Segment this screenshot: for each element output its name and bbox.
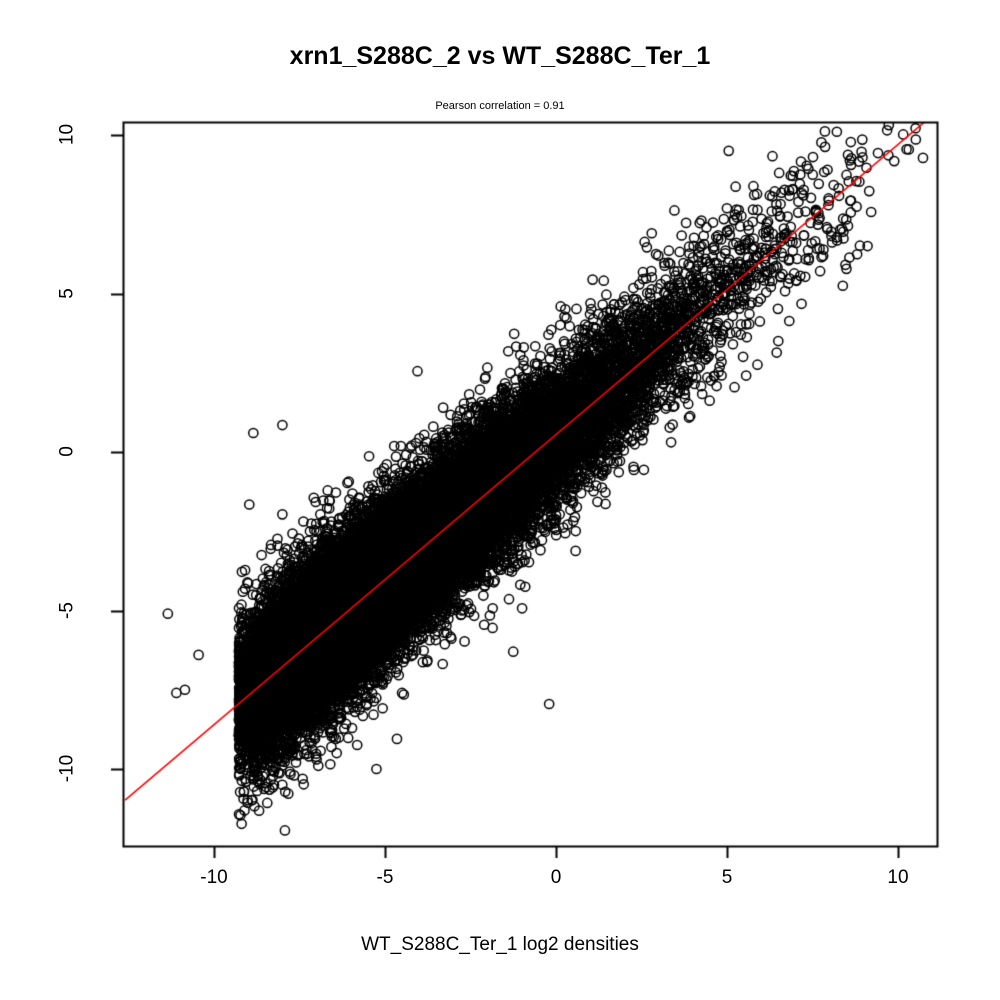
x-tick-label: -5 xyxy=(376,867,394,888)
x-tick-label: -10 xyxy=(200,867,228,888)
x-axis-title: WT_S288C_Ter_1 log2 densities xyxy=(361,934,639,955)
y-tick-label: -10 xyxy=(56,754,78,783)
pearson-correlation-label: Pearson correlation = 0.91 xyxy=(435,100,565,112)
x-tick-label: 5 xyxy=(721,867,733,888)
y-tick-label: -5 xyxy=(56,601,78,619)
y-tick-label: 0 xyxy=(56,446,78,457)
x-tick-label: 10 xyxy=(887,867,909,888)
x-tick-label: 0 xyxy=(550,867,562,888)
y-tick-label: 5 xyxy=(56,287,78,299)
page-title: xrn1_S288C_2 vs WT_S288C_Ter_1 xyxy=(289,42,711,70)
y-tick-label: 10 xyxy=(56,123,78,146)
